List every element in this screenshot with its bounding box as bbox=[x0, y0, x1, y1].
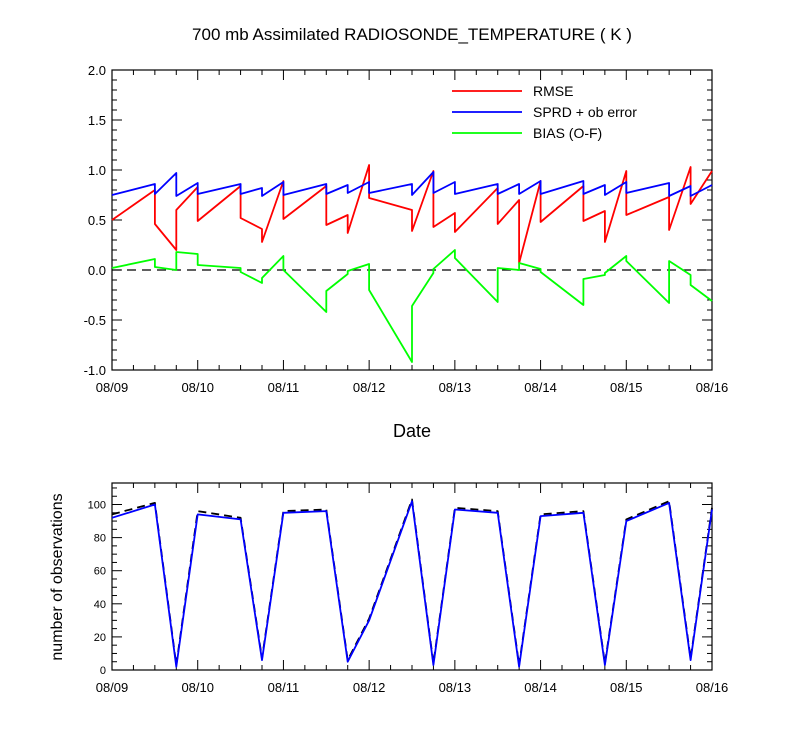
bottom-line-series-1 bbox=[111, 500, 713, 668]
bottom-y-axis-label: number of observations bbox=[49, 493, 66, 660]
bottom-x-tick-label: 08/16 bbox=[696, 680, 729, 695]
top-line-rmse bbox=[111, 164, 713, 264]
top-y-tick-label: -1.0 bbox=[84, 363, 106, 378]
top-y-tick-label: 1.0 bbox=[88, 163, 106, 178]
top-x-tick-label: 08/14 bbox=[524, 380, 557, 395]
bottom-y-tick-label: 20 bbox=[94, 632, 106, 644]
bottom-line-series-0 bbox=[111, 498, 713, 666]
top-y-tick-label: -0.5 bbox=[84, 313, 106, 328]
bottom-y-tick-label: 100 bbox=[88, 500, 106, 512]
bottom-x-tick-label: 08/13 bbox=[439, 680, 472, 695]
legend-label: RMSE bbox=[533, 83, 573, 99]
top-x-tick-label: 08/11 bbox=[268, 380, 300, 395]
top-x-tick-label: 08/10 bbox=[181, 380, 214, 395]
top-x-tick-label: 08/12 bbox=[353, 380, 386, 395]
legend: RMSE SPRD + ob error BIAS (O-F) bbox=[452, 83, 637, 141]
top-y-tick-label: 1.5 bbox=[88, 113, 106, 128]
bottom-x-tick-label: 08/15 bbox=[610, 680, 643, 695]
bottom-x-tick-label: 08/11 bbox=[268, 680, 300, 695]
top-line-sprd-ob-error bbox=[111, 171, 713, 197]
top-x-tick-label: 08/09 bbox=[96, 380, 129, 395]
top-x-tick-label: 08/13 bbox=[439, 380, 472, 395]
top-x-tick-label: 08/16 bbox=[696, 380, 729, 395]
bottom-y-tick-label: 80 bbox=[94, 533, 106, 545]
top-x-tick-label: 08/15 bbox=[610, 380, 643, 395]
top-x-axis-label: Date bbox=[393, 421, 431, 441]
bottom-x-tick-label: 08/14 bbox=[524, 680, 557, 695]
top-plot: 08/09 08/10 08/11 08/12 08/13 08/14 08/15 08/16… bbox=[84, 63, 729, 395]
bottom-x-tick-label: 08/12 bbox=[353, 680, 386, 695]
top-y-tick-label: 2.0 bbox=[88, 63, 106, 78]
legend-label: SPRD + ob error bbox=[533, 104, 637, 120]
top-line-bias-o-f bbox=[111, 249, 713, 363]
bottom-plot: 08/09 08/10 08/11 08/12 08/13 08/14 08/15 08/16… bbox=[88, 482, 729, 695]
bottom-y-tick-label: 60 bbox=[94, 566, 106, 578]
bottom-y-tick-label: 0 bbox=[100, 665, 106, 677]
bottom-x-tick-label: 08/10 bbox=[181, 680, 214, 695]
top-y-tick-label: 0.5 bbox=[88, 213, 106, 228]
top-chart-title: 700 mb Assimilated RADIOSONDE_TEMPERATUR… bbox=[192, 25, 632, 44]
legend-label: BIAS (O-F) bbox=[533, 125, 602, 141]
bottom-y-tick-label: 40 bbox=[94, 599, 106, 611]
top-y-tick-label: 0.0 bbox=[88, 263, 106, 278]
bottom-x-tick-label: 08/09 bbox=[96, 680, 129, 695]
